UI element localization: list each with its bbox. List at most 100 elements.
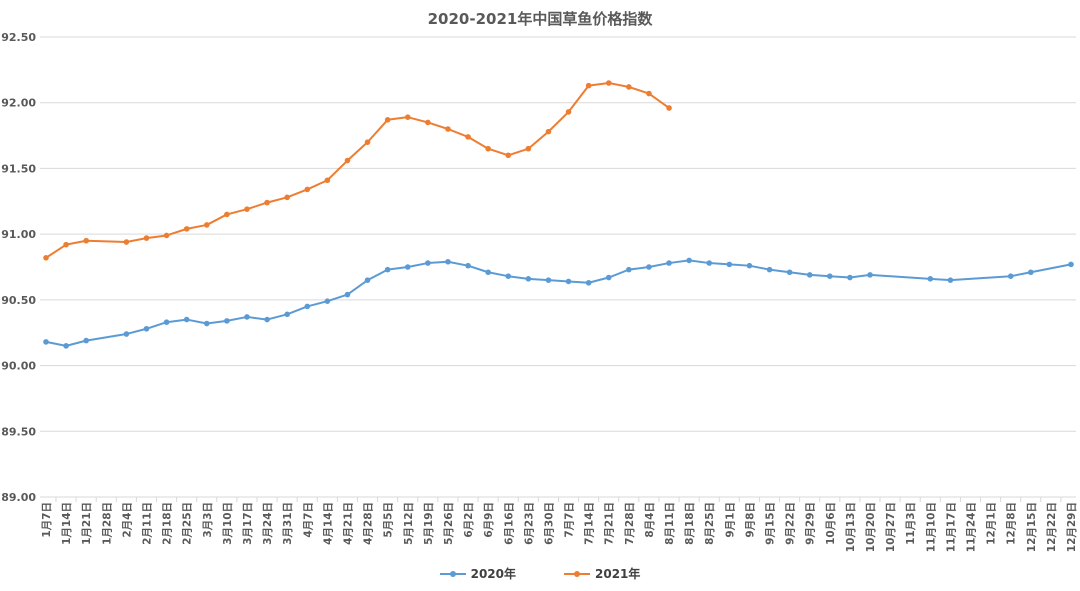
data-point-2020 [344,291,351,298]
data-point-2020 [244,314,250,320]
data-point-2020 [224,318,230,324]
data-point-2021 [364,139,371,145]
x-tick-label: 3月17日 [242,502,254,545]
data-point-2021 [344,157,351,164]
data-point-2020 [626,266,632,273]
data-point-2020 [143,325,150,332]
x-tick-label: 9月29日 [805,502,817,545]
y-tick-label: 92.50 [1,31,36,44]
x-tick-label: 7月21日 [604,502,616,545]
data-point-2021 [43,254,49,261]
legend-item-2021: 2021年 [564,565,640,582]
data-point-2021 [565,109,572,115]
x-tick-label: 1月28日 [101,502,113,545]
x-tick-label: 1月21日 [81,502,93,545]
data-point-2020 [384,266,391,273]
data-point-2021 [83,237,89,244]
x-tick-label: 5月5日 [383,502,395,538]
x-tick-label: 2月18日 [162,502,174,545]
data-point-2020 [786,269,793,276]
legend: 2020年 2021年 [0,565,1080,582]
data-point-2020 [766,266,773,273]
data-point-2020 [163,319,170,326]
data-point-2021 [666,105,672,111]
data-point-2020 [485,269,491,276]
legend-label-2020: 2020年 [470,567,516,581]
y-tick-label: 91.00 [1,228,36,241]
legend-item-2020: 2020年 [439,565,516,582]
x-tick-label: 8月11日 [664,502,676,545]
data-point-2021 [163,232,170,239]
y-tick-label: 89.00 [1,491,36,504]
x-tick-label: 5月12日 [403,502,415,545]
data-point-2020 [847,274,853,281]
series-line-2021 [45,82,670,259]
data-point-2021 [224,211,230,218]
x-tick-label: 10月20日 [865,502,877,552]
data-point-2020 [565,278,572,285]
x-tick-label: 3月3日 [202,502,214,538]
x-tick-label: 10月6日 [825,502,837,545]
x-tick-label: 6月16日 [503,502,515,545]
x-tick-label: 9月22日 [785,502,797,545]
x-tick-label: 12月15日 [1026,502,1038,552]
data-point-2020 [867,272,873,278]
x-tick-label: 6月23日 [523,502,535,545]
data-point-2021 [505,152,512,159]
y-tick-label: 90.00 [1,360,36,373]
data-point-2021 [404,114,411,120]
data-point-2021 [123,239,130,245]
x-tick-label: 6月30日 [543,502,555,545]
data-point-2021 [626,84,632,90]
data-point-2020 [706,260,713,266]
x-tick-label: 12月29日 [1066,502,1078,552]
data-point-2020 [1007,273,1014,280]
data-point-2020 [585,279,592,286]
data-point-2020 [605,274,612,281]
x-tick-label: 5月19日 [423,502,435,545]
x-tick-label: 3月24日 [262,502,274,545]
x-tick-label: 12月1日 [986,502,998,545]
x-tick-label: 10月13日 [845,502,857,552]
x-tick-label: 8月25日 [704,502,716,545]
x-tick-label: 2月25日 [182,502,194,545]
data-point-2021 [244,206,250,212]
data-point-2021 [646,90,652,97]
data-point-2020 [525,276,532,282]
data-point-2020 [465,262,471,269]
x-tick-label: 9月15日 [765,502,777,545]
chart-title: 2020-2021年中国草鱼价格指数 [427,10,653,28]
data-point-2021 [425,119,431,126]
x-tick-label: 11月3日 [905,502,917,545]
data-point-2021 [143,235,150,241]
x-tick-label: 3月31日 [282,502,294,545]
data-point-2021 [264,199,270,206]
data-point-2020 [364,277,371,283]
data-point-2021 [304,186,311,193]
data-point-2020 [404,264,411,270]
x-tick-label: 8月18日 [684,502,696,545]
data-point-2020 [203,320,210,327]
data-point-2020 [827,273,833,280]
data-point-2020 [666,260,672,266]
x-tick-label: 1月14日 [61,502,73,545]
data-point-2021 [183,226,190,232]
data-point-2021 [203,222,210,228]
data-point-2020 [505,273,512,280]
data-point-2020 [927,276,934,282]
x-tick-label: 9月8日 [744,502,756,538]
legend-label-2021: 2021年 [595,567,641,581]
data-point-2021 [63,241,69,248]
data-point-2020 [425,260,431,266]
data-point-2020 [183,316,190,323]
data-point-2021 [485,145,491,152]
x-tick-label: 11月24日 [966,502,978,552]
data-point-2020 [947,277,954,283]
x-tick-label: 11月17日 [945,502,957,552]
data-point-2020 [445,258,451,265]
data-point-2021 [585,82,592,89]
x-tick-label: 4月7日 [302,502,314,538]
y-tick-label: 90.50 [1,294,36,307]
data-point-2021 [605,80,612,86]
